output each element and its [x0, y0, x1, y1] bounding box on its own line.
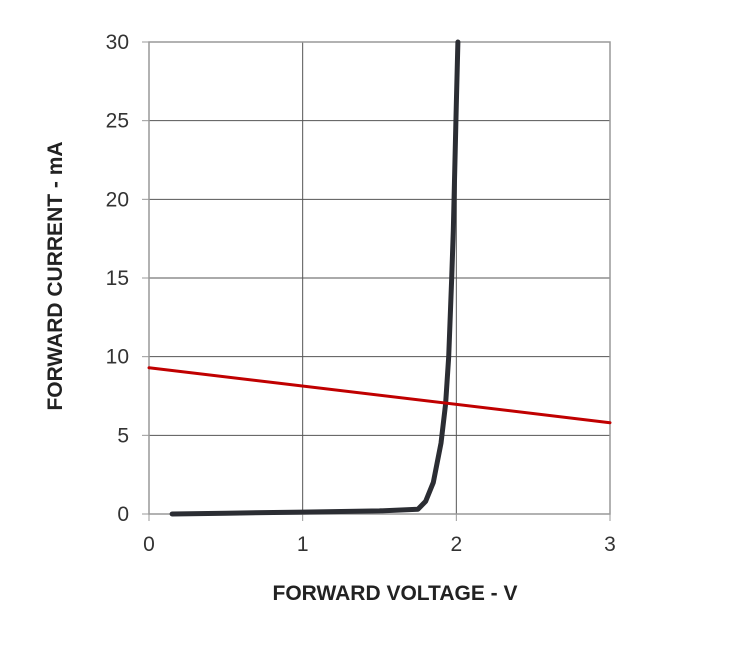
grid-lines [142, 41, 611, 521]
y-tick-label: 10 [106, 346, 129, 369]
plot-frame [148, 41, 611, 515]
y-axis-title: FORWARD CURRENT - mA [44, 141, 67, 410]
diode-iv-curve [169, 39, 461, 517]
y-tick-label: 5 [117, 424, 129, 447]
y-tick-label: 25 [106, 110, 129, 133]
y-tick-labels: 0 5 10 15 20 25 30 [106, 31, 129, 526]
x-axis-title: FORWARD VOLTAGE - V [273, 582, 518, 605]
load-line [147, 366, 612, 425]
x-tick-label: 1 [297, 533, 309, 556]
x-tick-label: 2 [450, 533, 462, 556]
y-tick-label: 0 [117, 503, 129, 526]
y-tick-label: 20 [106, 188, 129, 211]
y-tick-label: 15 [106, 267, 129, 290]
x-tick-label: 3 [604, 533, 616, 556]
x-tick-labels: 0 1 2 3 [143, 533, 616, 556]
series-layer [147, 39, 612, 517]
y-tick-label: 30 [106, 31, 129, 54]
x-tick-label: 0 [143, 533, 155, 556]
